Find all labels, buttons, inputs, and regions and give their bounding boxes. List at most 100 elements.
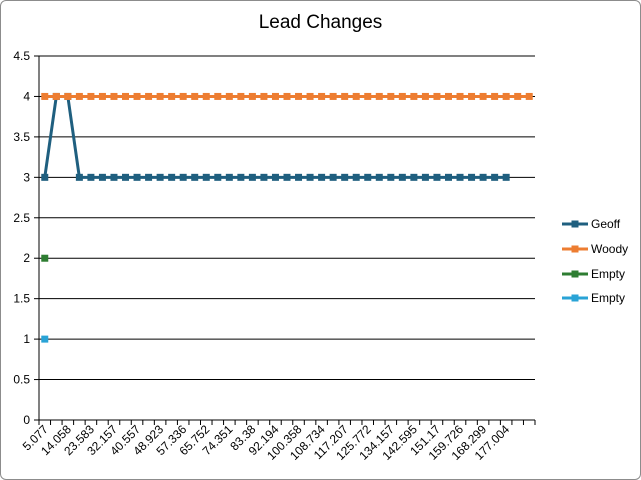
data-point — [295, 92, 303, 100]
data-point — [202, 173, 210, 181]
y-axis-ticks: 0 0.5 1 1.5 2 2.5 3 3.5 4 4.5 — [13, 49, 39, 427]
series-3 — [41, 254, 49, 262]
y-tick-label: 1 — [23, 332, 30, 346]
data-point — [110, 92, 118, 100]
legend: Geoff Woody Empty Empty — [562, 217, 628, 305]
legend-label: Geoff — [591, 217, 621, 231]
data-point — [283, 92, 291, 100]
data-point — [387, 173, 395, 181]
data-point — [421, 92, 429, 100]
data-point — [479, 173, 487, 181]
data-point — [202, 92, 210, 100]
data-point — [237, 92, 245, 100]
y-tick-label: 1.5 — [13, 292, 30, 306]
y-tick-label: 0 — [23, 413, 30, 427]
data-point — [87, 92, 95, 100]
y-tick-label: 2 — [23, 251, 30, 265]
x-axis-ticks: 5.07714.05823.58332.15740.55748.92357.33… — [20, 420, 536, 463]
gridlines — [39, 55, 535, 421]
data-point — [306, 92, 314, 100]
legend-label: Empty — [591, 267, 625, 281]
data-point — [433, 173, 441, 181]
data-point — [387, 92, 395, 100]
data-point — [133, 173, 141, 181]
data-point — [318, 173, 326, 181]
series-4 — [41, 335, 49, 343]
legend-item: Empty — [562, 291, 625, 305]
data-point — [444, 92, 452, 100]
data-point — [468, 92, 476, 100]
legend-item: Empty — [562, 267, 625, 281]
legend-label: Empty — [591, 291, 625, 305]
data-point — [318, 92, 326, 100]
data-point — [295, 173, 303, 181]
data-point — [352, 173, 360, 181]
data-point — [375, 92, 383, 100]
data-point — [306, 173, 314, 181]
data-point — [398, 173, 406, 181]
data-point — [456, 173, 464, 181]
data-point — [514, 92, 522, 100]
data-point — [52, 92, 60, 100]
y-tick-label: 3.5 — [13, 130, 30, 144]
data-point — [283, 173, 291, 181]
y-tick-label: 0.5 — [13, 373, 30, 387]
data-point — [410, 173, 418, 181]
series-layer — [41, 92, 533, 343]
data-point — [145, 92, 153, 100]
series-2 — [41, 92, 533, 100]
data-point — [398, 92, 406, 100]
data-point — [98, 173, 106, 181]
data-point — [191, 92, 199, 100]
data-point — [214, 92, 222, 100]
data-point — [525, 92, 533, 100]
y-tick-label: 3 — [23, 170, 30, 184]
data-point — [225, 92, 233, 100]
data-point — [133, 92, 141, 100]
data-point — [329, 92, 337, 100]
data-point — [375, 173, 383, 181]
y-tick-label: 4.5 — [13, 49, 30, 63]
data-point — [179, 92, 187, 100]
data-point — [122, 92, 130, 100]
data-point — [341, 173, 349, 181]
chart-title: Lead Changes — [258, 12, 383, 33]
data-point — [237, 173, 245, 181]
legend-swatch-marker — [571, 294, 579, 302]
data-point — [502, 92, 510, 100]
data-point — [421, 173, 429, 181]
y-tick-label: 4 — [23, 89, 30, 103]
legend-item: Geoff — [562, 217, 621, 231]
data-point — [456, 92, 464, 100]
data-point — [110, 173, 118, 181]
data-point — [98, 92, 106, 100]
data-point — [41, 335, 49, 343]
y-tick-label: 2.5 — [13, 211, 30, 225]
data-point — [410, 92, 418, 100]
series-1 — [41, 92, 510, 181]
legend-label: Woody — [591, 242, 628, 256]
data-point — [156, 173, 164, 181]
data-point — [41, 92, 49, 100]
data-point — [248, 92, 256, 100]
data-point — [491, 173, 499, 181]
legend-swatch-marker — [571, 245, 579, 253]
data-point — [352, 92, 360, 100]
data-point — [225, 173, 233, 181]
data-point — [179, 173, 187, 181]
legend-item: Woody — [562, 242, 628, 256]
data-point — [87, 173, 95, 181]
data-point — [364, 173, 372, 181]
data-point — [156, 92, 164, 100]
data-point — [491, 92, 499, 100]
data-point — [168, 173, 176, 181]
data-point — [479, 92, 487, 100]
data-point — [271, 173, 279, 181]
data-point — [145, 173, 153, 181]
data-point — [468, 173, 476, 181]
data-point — [271, 92, 279, 100]
data-point — [64, 92, 72, 100]
data-point — [122, 173, 130, 181]
data-point — [41, 254, 49, 262]
